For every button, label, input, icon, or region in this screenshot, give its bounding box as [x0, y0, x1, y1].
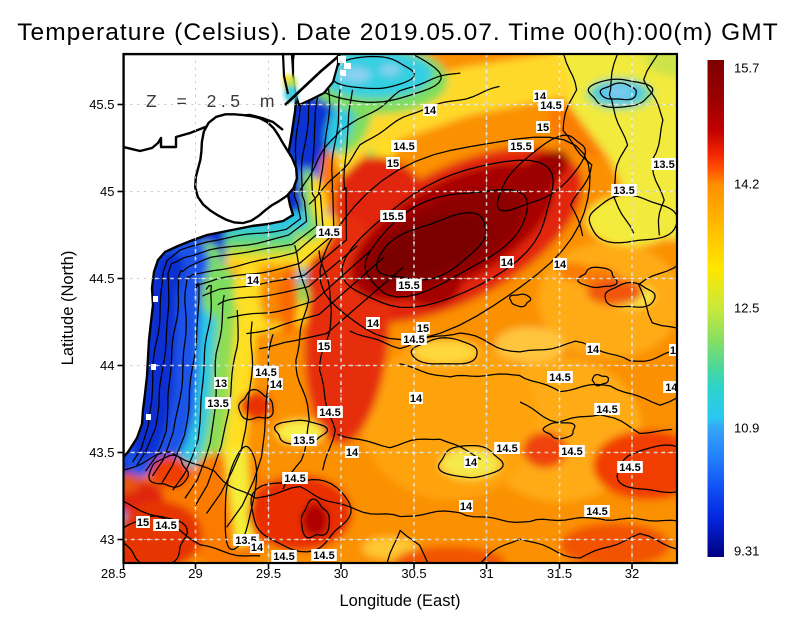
svg-text:14.5: 14.5	[318, 227, 339, 239]
svg-text:14.5: 14.5	[586, 506, 607, 518]
svg-text:43: 43	[100, 532, 114, 547]
svg-text:14.5: 14.5	[319, 407, 340, 419]
svg-text:15: 15	[318, 341, 330, 353]
svg-text:14: 14	[247, 275, 260, 287]
svg-text:44: 44	[100, 358, 114, 373]
svg-text:15.5: 15.5	[382, 211, 403, 223]
svg-text:12.5: 12.5	[734, 301, 759, 316]
svg-text:13.5: 13.5	[613, 185, 634, 197]
svg-text:32: 32	[625, 566, 639, 581]
svg-text:15: 15	[537, 122, 549, 134]
svg-text:14: 14	[251, 542, 264, 554]
svg-text:15: 15	[137, 517, 149, 529]
svg-text:14.5: 14.5	[403, 334, 424, 346]
svg-text:14: 14	[554, 259, 567, 271]
svg-text:13.5: 13.5	[207, 398, 228, 410]
svg-text:14.5: 14.5	[596, 404, 617, 416]
svg-text:14.2: 14.2	[734, 177, 759, 192]
svg-text:30: 30	[334, 566, 348, 581]
svg-text:14: 14	[670, 345, 683, 357]
svg-text:14.5: 14.5	[155, 520, 176, 532]
svg-text:15.5: 15.5	[510, 141, 531, 153]
svg-text:14: 14	[424, 105, 437, 117]
svg-text:9.31: 9.31	[734, 544, 759, 559]
svg-text:14: 14	[346, 447, 359, 459]
svg-text:43.5: 43.5	[89, 445, 114, 460]
svg-text:14: 14	[460, 501, 473, 513]
svg-text:14.5: 14.5	[313, 550, 334, 562]
svg-text:14: 14	[501, 257, 514, 269]
svg-text:Temperature (Celsius). Date 20: Temperature (Celsius). Date 2019.05.07. …	[17, 19, 779, 46]
svg-text:29.5: 29.5	[256, 566, 281, 581]
svg-text:10.9: 10.9	[734, 421, 759, 436]
svg-text:14.5: 14.5	[255, 367, 276, 379]
svg-text:14: 14	[410, 393, 423, 405]
svg-text:14.5: 14.5	[284, 473, 305, 485]
svg-text:Latitude (North): Latitude (North)	[59, 251, 77, 366]
svg-text:30.5: 30.5	[401, 566, 426, 581]
svg-text:15.7: 15.7	[734, 61, 759, 76]
svg-text:14: 14	[465, 457, 478, 469]
svg-text:14.5: 14.5	[561, 446, 582, 458]
svg-text:14.5: 14.5	[619, 462, 640, 474]
svg-text:14: 14	[270, 379, 283, 391]
svg-text:14.5: 14.5	[496, 443, 517, 455]
svg-text:14.5: 14.5	[393, 141, 414, 153]
svg-text:15.5: 15.5	[398, 280, 419, 292]
svg-text:14.5: 14.5	[540, 100, 561, 112]
svg-text:31.5: 31.5	[547, 566, 572, 581]
svg-text:28.5: 28.5	[101, 566, 126, 581]
svg-text:45: 45	[100, 184, 114, 199]
svg-text:14: 14	[367, 318, 380, 330]
svg-text:13.5: 13.5	[653, 159, 674, 171]
svg-text:14: 14	[587, 344, 600, 356]
svg-text:14.5: 14.5	[549, 372, 570, 384]
svg-text:15: 15	[387, 158, 399, 170]
svg-text:13.5: 13.5	[293, 435, 314, 447]
svg-text:13: 13	[215, 378, 227, 390]
svg-text:Longitude (East): Longitude (East)	[339, 592, 460, 610]
svg-text:14.5: 14.5	[273, 551, 294, 563]
svg-text:Z = 2.5 m: Z = 2.5 m	[146, 91, 279, 111]
svg-text:29: 29	[188, 566, 202, 581]
svg-text:45.5: 45.5	[89, 97, 114, 112]
svg-text:15: 15	[417, 323, 429, 335]
svg-text:44.5: 44.5	[89, 271, 114, 286]
svg-text:14.5: 14.5	[665, 382, 686, 394]
svg-text:31: 31	[479, 566, 493, 581]
